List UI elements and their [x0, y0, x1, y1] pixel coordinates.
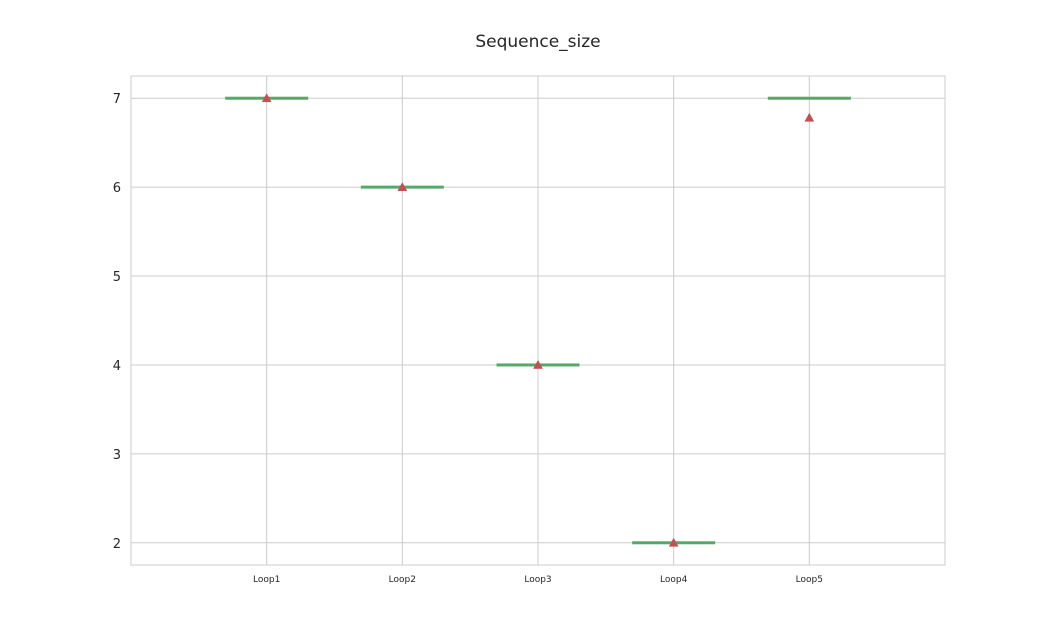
y-tick-label: 3: [113, 448, 121, 463]
y-tick-label: 7: [113, 92, 121, 107]
x-tick-labels: Loop1 Loop2 Loop3 Loop4 Loop5: [253, 575, 823, 585]
y-tick-label: 5: [113, 270, 121, 285]
mean-marker-layer: [261, 93, 815, 547]
x-tick-label: Loop3: [524, 575, 551, 585]
mean-marker-loop5: [804, 112, 815, 122]
y-tick-label: 4: [113, 359, 121, 374]
x-tick-label: Loop1: [253, 575, 280, 585]
grid-layer: [131, 76, 945, 565]
axes-frame: [130, 75, 946, 566]
x-tick-label: Loop2: [389, 575, 416, 585]
x-tick-label: Loop4: [660, 575, 688, 585]
mean-marker-loop4: [668, 537, 679, 547]
y-tick-label: 2: [113, 537, 121, 552]
mean-marker-loop2: [397, 182, 408, 191]
mean-marker-loop1: [261, 93, 272, 103]
y-tick-labels: 2 3 4 5 6 7: [113, 92, 121, 552]
chart-title: Sequence_size: [475, 32, 600, 52]
y-tick-label: 6: [113, 181, 121, 196]
mean-marker-loop3: [533, 359, 543, 369]
x-tick-label: Loop5: [796, 575, 823, 585]
